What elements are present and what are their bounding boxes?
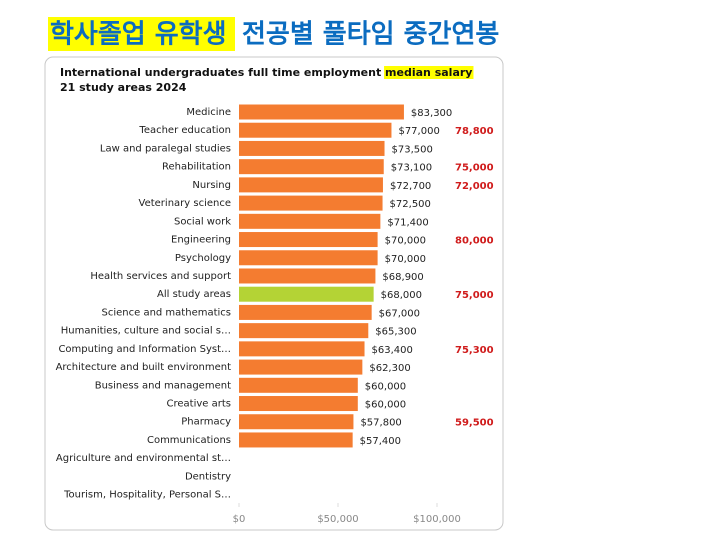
bar	[239, 213, 381, 229]
category-label: Communications	[147, 435, 231, 446]
category-label: Tourism, Hospitality, Personal S…	[63, 490, 231, 501]
bar	[239, 432, 353, 448]
value-label: $68,000	[381, 290, 422, 301]
category-label: Business and management	[95, 380, 231, 391]
annotation: 78,800	[455, 126, 494, 137]
bar	[239, 414, 354, 430]
value-label: $70,000	[385, 236, 426, 247]
bar	[239, 377, 358, 393]
chart-title-text: International undergraduates full time e…	[60, 66, 381, 79]
category-label: Agriculture and environmental st…	[56, 453, 231, 464]
category-label: Medicine	[186, 107, 231, 118]
value-label: $73,500	[392, 144, 433, 155]
value-label: $57,400	[360, 436, 401, 447]
value-label: $71,400	[387, 217, 428, 228]
bar	[239, 323, 369, 339]
category-label: Pharmacy	[181, 417, 231, 428]
chart-title: International undergraduates full time e…	[60, 66, 472, 79]
category-label: Teacher education	[138, 125, 231, 136]
value-label: $77,000	[398, 126, 439, 137]
category-label: Engineering	[171, 235, 231, 246]
category-label: Computing and Information Syst…	[58, 344, 231, 355]
annotation: 75,000	[455, 163, 494, 174]
value-label: $73,100	[391, 163, 432, 174]
bar	[239, 177, 383, 193]
value-label: $83,300	[411, 108, 452, 119]
bar	[239, 304, 372, 320]
annotation: 59,500	[455, 418, 494, 429]
value-label: $72,700	[390, 181, 431, 192]
title-highlight	[48, 17, 235, 51]
x-tick-label: $50,000	[317, 514, 358, 525]
value-label: $67,000	[379, 308, 420, 319]
category-label: Health services and support	[90, 271, 231, 282]
category-label: Law and paralegal studies	[100, 143, 231, 154]
category-label: Dentistry	[185, 471, 231, 482]
chart-title-highlight-bg	[384, 66, 474, 79]
value-label: $60,000	[365, 381, 406, 392]
bar	[239, 359, 363, 375]
value-label: $68,900	[382, 272, 423, 283]
bar	[239, 195, 383, 211]
value-label: $57,800	[360, 418, 401, 429]
category-label: Science and mathematics	[102, 307, 232, 318]
x-tick-label: $0	[233, 514, 246, 525]
bar	[239, 104, 404, 120]
bar	[239, 268, 376, 284]
value-label: $60,000	[365, 400, 406, 411]
bar	[239, 341, 365, 357]
category-label: Social work	[174, 216, 231, 227]
category-label: Rehabilitation	[162, 162, 231, 173]
annotation: 75,300	[455, 345, 494, 356]
value-label: $70,000	[385, 254, 426, 265]
category-label: Psychology	[175, 253, 231, 264]
chart-subtitle: 21 study areas 2024	[60, 81, 187, 94]
slide-title-highlight: 학사졸업 유학생	[50, 20, 227, 50]
chart-title-highlight: median salary	[385, 66, 472, 79]
bar	[239, 232, 378, 248]
annotation: 72,000	[455, 181, 494, 192]
category-label: Humanities, culture and social s…	[61, 326, 231, 337]
bar	[239, 396, 358, 412]
category-label: Architecture and built environment	[56, 362, 231, 373]
value-label: $62,300	[369, 363, 410, 374]
bar	[239, 159, 384, 175]
bar	[239, 286, 374, 302]
value-label: $63,400	[372, 345, 413, 356]
category-label: Nursing	[192, 180, 231, 191]
annotation: 75,000	[455, 290, 494, 301]
bar	[239, 250, 378, 266]
x-tick-label: $100,000	[413, 514, 461, 525]
bar	[239, 140, 385, 156]
value-label: $65,300	[375, 327, 416, 338]
slide-title: 전공별 풀타임 중간연봉	[242, 20, 499, 50]
value-label: $72,500	[390, 199, 431, 210]
category-label: Veterinary science	[139, 198, 231, 209]
bar	[239, 122, 392, 138]
category-label: All study areas	[157, 289, 231, 300]
annotation: 80,000	[455, 236, 494, 247]
category-label: Creative arts	[167, 399, 231, 410]
